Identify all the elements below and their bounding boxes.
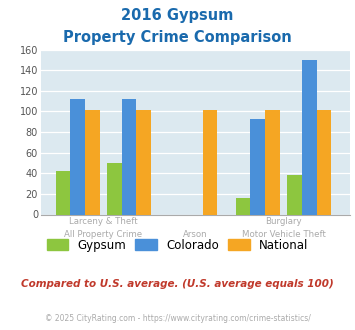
Bar	[122, 99, 136, 214]
Bar	[55, 171, 70, 214]
Bar	[265, 110, 280, 214]
Bar	[302, 60, 317, 214]
Text: All Property Crime: All Property Crime	[64, 230, 142, 239]
Legend: Gypsum, Colorado, National: Gypsum, Colorado, National	[42, 234, 313, 256]
Text: Property Crime Comparison: Property Crime Comparison	[63, 30, 292, 45]
Bar	[236, 198, 250, 214]
Text: Compared to U.S. average. (U.S. average equals 100): Compared to U.S. average. (U.S. average …	[21, 279, 334, 289]
Text: Motor Vehicle Theft: Motor Vehicle Theft	[241, 230, 326, 239]
Bar	[250, 118, 265, 214]
Bar	[317, 110, 331, 214]
Bar	[287, 175, 302, 214]
Text: © 2025 CityRating.com - https://www.cityrating.com/crime-statistics/: © 2025 CityRating.com - https://www.city…	[45, 314, 310, 323]
Bar	[107, 163, 122, 215]
Text: Arson: Arson	[183, 230, 208, 239]
Text: Burglary: Burglary	[265, 217, 302, 226]
Text: Larceny & Theft: Larceny & Theft	[69, 217, 138, 226]
Text: 2016 Gypsum: 2016 Gypsum	[121, 8, 234, 23]
Bar	[203, 110, 217, 214]
Bar	[136, 110, 151, 214]
Bar	[70, 99, 85, 214]
Bar	[85, 110, 100, 214]
